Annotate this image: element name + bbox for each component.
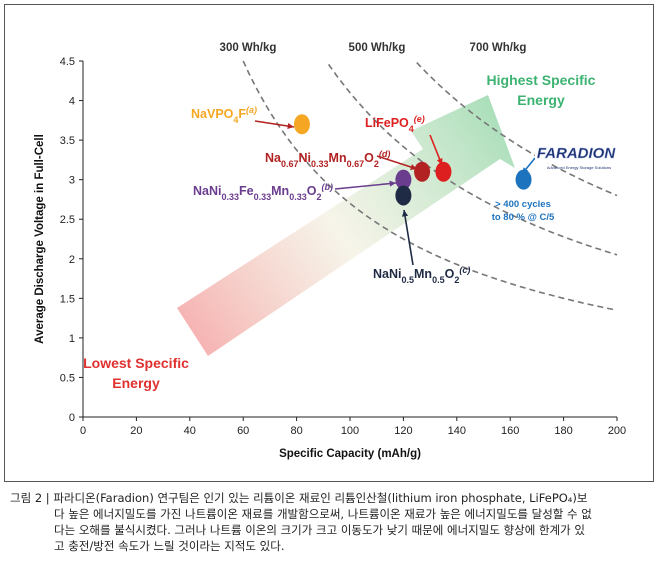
faradion-cycles-note: > 400 cycles [495, 199, 551, 210]
x-tick-label: 0 [80, 425, 86, 437]
y-tick-label: 0.5 [60, 372, 75, 384]
pointer-na067 [376, 155, 418, 170]
point-label-na067: Na0.67Ni0.33Mn0.67O2(d) [265, 149, 390, 169]
caption-line: 그림 2 | 파라디온(Faradion) 연구팀은 인기 있는 리튬이온 재료… [10, 491, 588, 505]
caption-line: 다는 오해를 불식시켰다. 그러나 나트륨 이온의 크기가 크고 이동도가 낮기… [54, 523, 585, 537]
data-point [395, 185, 412, 206]
faradion-logo-tagline: Advanced Energy Storage Solutions [547, 165, 611, 170]
energy-curve-label: 500 Wh/kg [349, 42, 406, 54]
chart: 0 20 40 60 80 100 120 140 160 180 200 0 0.5 1 1.5 2 2.5 3… [34, 42, 626, 460]
figure-frame: 0 20 40 60 80 100 120 140 160 180 200 0 0.5 1 1.5 2 2.5 3… [4, 4, 654, 482]
x-tick-label: 80 [290, 425, 302, 437]
x-tick-label: 180 [554, 425, 572, 437]
y-tick-label: 2 [69, 254, 75, 266]
data-point [414, 161, 431, 182]
pointer-faradion-head [522, 167, 529, 174]
point-label-nani033: NaNi0.33Fe0.33Mn0.33O2(b) [193, 182, 333, 202]
pointer-lifepo4-head [436, 158, 443, 165]
point-label-navpo4f: NaVPO4F(a) [191, 105, 257, 125]
pointer-na067-head [410, 164, 417, 170]
lowest-energy-label: Lowest Specific [83, 355, 189, 371]
y-tick-label: 2.5 [60, 214, 75, 226]
point-label-nani05: NaNi0.5Mn0.5O2(c) [373, 265, 470, 285]
y-tick-label: 3 [69, 175, 75, 187]
x-tick-label: 120 [394, 425, 412, 437]
y-tick-label: 1 [69, 333, 75, 345]
x-tick-label: 160 [501, 425, 519, 437]
pointer-nani05 [403, 209, 414, 266]
energy-curve-label: 700 Wh/kg [470, 42, 527, 54]
pointer-navpo4f-head [287, 123, 294, 130]
x-tick-label: 140 [448, 425, 466, 437]
x-tick-label: 60 [237, 425, 249, 437]
y-tick-label: 4.5 [60, 56, 75, 68]
energy-curve [327, 63, 618, 256]
y-tick-label: 1.5 [60, 293, 75, 305]
y-tick-label: 4 [69, 96, 75, 108]
x-tick-label: 20 [130, 425, 142, 437]
y-tick-label: 3.5 [60, 135, 75, 147]
energy-curve [242, 60, 618, 311]
x-tick-label: 200 [608, 425, 626, 437]
faradion-logo-text: FARADION [537, 145, 617, 162]
x-tick-label: 100 [341, 425, 359, 437]
figure-caption: 그림 2 | 파라디온(Faradion) 연구팀은 인기 있는 리튬이온 재료… [10, 490, 650, 554]
highest-energy-label: Highest Specific [487, 72, 596, 88]
data-point [293, 114, 310, 135]
energy-arrow [177, 95, 515, 356]
y-axis-title: Average Discharge Voltage in Full-Cell [34, 134, 46, 344]
point-label-lifepo4: LiFePO4(e) [365, 114, 425, 134]
pointer-nani05-head [402, 210, 409, 217]
pointer-nani033-head [389, 180, 396, 187]
y-tick-label: 0 [69, 412, 75, 424]
faradion-logo: FARADION Advanced Energy Storage Solution… [535, 143, 617, 170]
data-point [435, 161, 452, 182]
pointer-nani033 [334, 182, 397, 190]
data-point [395, 169, 412, 190]
faradion-logo-bg [535, 143, 617, 163]
energy-curve-label: 300 Wh/kg [220, 42, 277, 54]
energy-curve [416, 62, 618, 197]
pointer-navpo4f [254, 120, 295, 128]
highest-energy-label: Energy [517, 92, 565, 108]
caption-line: 고 충전/방전 속도가 느릴 것이라는 지적도 있다. [54, 539, 285, 553]
faradion-cycles-note: to 80 % @ C/5 [492, 212, 555, 223]
x-axis-title: Specific Capacity (mAh/g) [279, 448, 421, 460]
x-tick-label: 40 [184, 425, 196, 437]
data-point [515, 169, 532, 190]
caption-line: 다 높은 에너지밀도를 가진 나트륨이온 재료를 개발함으로써, 나트륨이온 재… [54, 507, 592, 521]
lowest-energy-label: Energy [112, 375, 160, 391]
